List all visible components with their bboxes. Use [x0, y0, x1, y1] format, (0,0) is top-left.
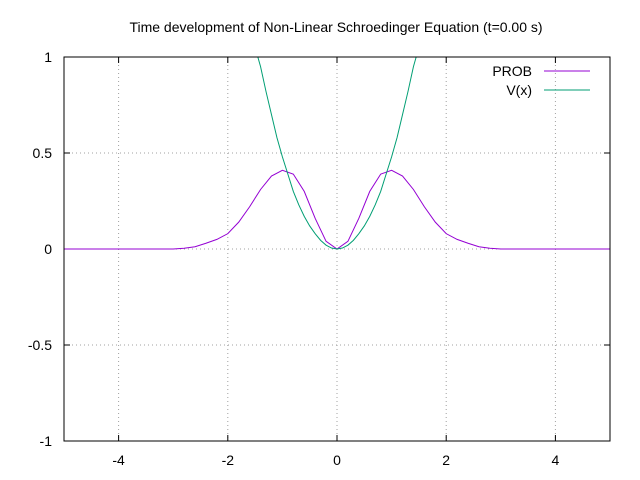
legend-label: PROB — [492, 63, 532, 79]
legend-label: V(x) — [506, 82, 532, 98]
y-tick-label: 0.5 — [33, 145, 53, 161]
x-tick-label: -4 — [112, 452, 125, 468]
y-tick-label: -0.5 — [28, 337, 52, 353]
x-tick-label: 4 — [552, 452, 560, 468]
y-tick-label: 0 — [44, 241, 52, 257]
plot-frame — [63, 56, 611, 442]
x-tick-label: 0 — [333, 452, 341, 468]
tick-labels: -4 -2 0 2 4 -1 -0.5 0 0.5 1 — [28, 49, 610, 468]
x-tick-label: 2 — [442, 452, 450, 468]
legend: PROB V(x) — [492, 63, 590, 98]
y-tick-label: 1 — [44, 49, 52, 65]
series — [64, 57, 610, 250]
x-tick-label: -2 — [222, 452, 235, 468]
y-tick-label: -1 — [40, 433, 53, 449]
chart-title: Time development of Non-Linear Schroedin… — [129, 19, 542, 35]
series-line-1 — [257, 57, 417, 250]
